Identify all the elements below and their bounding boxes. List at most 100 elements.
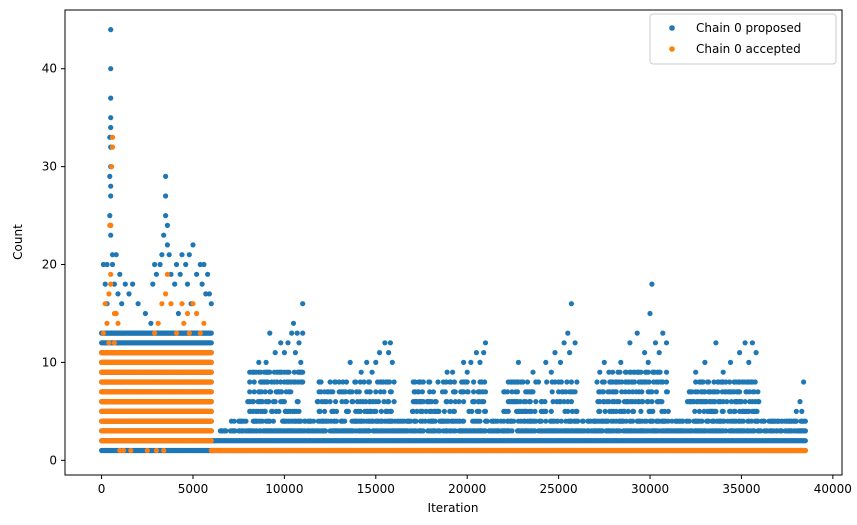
proposed-point bbox=[779, 428, 785, 434]
proposed-point bbox=[448, 399, 454, 405]
proposed-point bbox=[471, 379, 477, 385]
proposed-point bbox=[350, 399, 356, 405]
proposed-point bbox=[285, 340, 291, 346]
proposed-point bbox=[631, 408, 637, 414]
proposed-point bbox=[166, 252, 172, 258]
proposed-point bbox=[801, 379, 807, 385]
proposed-point bbox=[653, 389, 660, 395]
proposed-point bbox=[482, 389, 489, 395]
proposed-point bbox=[358, 369, 364, 375]
proposed-point bbox=[610, 369, 616, 375]
proposed-point bbox=[791, 428, 798, 434]
proposed-point bbox=[532, 408, 538, 414]
proposed-point bbox=[473, 350, 479, 356]
proposed-point bbox=[386, 379, 393, 385]
proposed-point bbox=[327, 399, 333, 405]
proposed-point bbox=[802, 438, 809, 444]
proposed-point bbox=[799, 408, 805, 414]
proposed-point bbox=[102, 281, 108, 287]
proposed-point bbox=[649, 399, 655, 405]
proposed-point bbox=[702, 359, 708, 365]
proposed-point bbox=[469, 408, 475, 414]
proposed-point bbox=[543, 359, 549, 365]
proposed-point bbox=[631, 379, 638, 385]
proposed-point bbox=[163, 173, 169, 179]
proposed-point bbox=[511, 418, 517, 424]
proposed-point bbox=[164, 242, 170, 248]
proposed-point bbox=[599, 428, 606, 434]
proposed-point bbox=[294, 330, 300, 336]
proposed-point bbox=[104, 261, 110, 268]
proposed-point bbox=[520, 379, 526, 385]
proposed-point bbox=[356, 389, 362, 395]
proposed-point bbox=[298, 418, 304, 424]
proposed-point bbox=[484, 418, 490, 424]
proposed-point bbox=[552, 350, 558, 356]
proposed-point bbox=[713, 340, 719, 346]
proposed-point bbox=[164, 222, 170, 228]
proposed-point bbox=[758, 428, 764, 434]
proposed-point bbox=[441, 408, 447, 414]
proposed-point bbox=[456, 399, 462, 405]
proposed-point bbox=[300, 330, 306, 336]
proposed-point bbox=[366, 428, 372, 434]
proposed-point bbox=[693, 369, 699, 375]
proposed-point bbox=[333, 418, 340, 424]
proposed-point bbox=[268, 389, 274, 395]
proposed-point bbox=[600, 389, 607, 395]
proposed-point bbox=[461, 418, 467, 424]
proposed-point bbox=[436, 408, 442, 414]
proposed-point bbox=[419, 389, 425, 395]
proposed-point bbox=[665, 408, 671, 414]
proposed-point bbox=[343, 399, 350, 405]
proposed-point bbox=[602, 408, 608, 414]
proposed-point bbox=[157, 261, 163, 268]
proposed-point bbox=[659, 399, 665, 405]
proposed-point bbox=[696, 408, 703, 414]
proposed-point bbox=[715, 389, 721, 395]
proposed-point bbox=[300, 379, 306, 385]
proposed-point bbox=[161, 232, 167, 238]
proposed-point bbox=[373, 389, 379, 395]
proposed-point bbox=[109, 261, 116, 268]
proposed-point bbox=[342, 418, 348, 424]
proposed-point bbox=[720, 369, 726, 375]
proposed-point bbox=[504, 389, 510, 395]
proposed-point bbox=[752, 379, 758, 385]
proposed-point bbox=[152, 261, 158, 268]
proposed-point bbox=[119, 301, 125, 307]
proposed-point bbox=[148, 320, 154, 326]
proposed-point bbox=[317, 408, 323, 414]
proposed-point bbox=[751, 428, 757, 434]
proposed-point bbox=[749, 340, 756, 346]
proposed-point bbox=[452, 428, 458, 434]
proposed-point bbox=[386, 399, 392, 405]
proposed-point bbox=[686, 418, 692, 424]
proposed-point bbox=[353, 379, 359, 385]
proposed-point bbox=[601, 379, 607, 385]
proposed-point bbox=[381, 389, 387, 395]
proposed-point bbox=[333, 399, 339, 405]
proposed-point bbox=[296, 408, 302, 414]
proposed-point bbox=[437, 428, 443, 434]
proposed-point bbox=[530, 369, 536, 375]
proposed-point bbox=[548, 408, 554, 414]
proposed-point bbox=[142, 310, 148, 317]
proposed-point bbox=[433, 399, 439, 405]
proposed-point bbox=[366, 379, 372, 385]
proposed-point bbox=[527, 399, 533, 405]
proposed-point bbox=[184, 281, 191, 287]
proposed-point bbox=[349, 389, 355, 395]
proposed-point bbox=[266, 399, 272, 405]
proposed-point bbox=[300, 301, 306, 307]
proposed-point bbox=[330, 389, 336, 395]
proposed-point bbox=[163, 213, 169, 219]
proposed-point bbox=[705, 379, 712, 385]
proposed-point bbox=[173, 261, 180, 268]
proposed-point bbox=[432, 418, 438, 424]
proposed-point bbox=[647, 310, 653, 317]
proposed-point bbox=[477, 418, 483, 424]
proposed-point bbox=[175, 310, 181, 317]
proposed-point bbox=[442, 389, 448, 395]
